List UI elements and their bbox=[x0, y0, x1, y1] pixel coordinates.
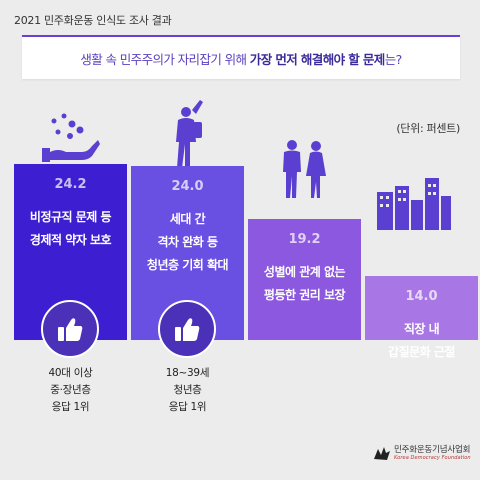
bar-workplace-abuse: 14.0 직장 내 갑질문화 근절 bbox=[365, 276, 478, 359]
bar-label-line: 평등한 권리 보장 bbox=[263, 288, 346, 302]
bar-label: 비정규직 문제 등 경제적 약자 보호 bbox=[14, 206, 127, 252]
annotation-line: 40대 이상 bbox=[48, 367, 93, 379]
foundation-logo: 민주화운동기념사업회 Korea Democracy Foundation bbox=[372, 441, 472, 467]
bar-gender-equality: 19.2 성별에 관계 없는 평등한 권리 보장 bbox=[248, 219, 361, 340]
couple-icon bbox=[283, 140, 326, 198]
bar-label-line: 경제적 약자 보호 bbox=[29, 233, 112, 247]
question-suffix: 는? bbox=[384, 52, 403, 67]
unit-label: (단위: 퍼센트) bbox=[396, 122, 460, 135]
bar-label-line: 청년층 기회 확대 bbox=[146, 258, 229, 273]
thumbs-up-icon bbox=[175, 318, 200, 341]
annotation-line: 응답 1위 bbox=[168, 401, 207, 413]
annotation-line: 18~39세 bbox=[165, 367, 210, 379]
person-raising-arm-icon bbox=[176, 100, 203, 168]
bar-label-line: 직장 내 bbox=[403, 322, 440, 337]
bar-label: 세대 간 격차 완화 등 청년층 기회 확대 bbox=[131, 208, 244, 277]
city-buildings-icon bbox=[377, 178, 451, 230]
annotation-youth: 18~39세 청년층 응답 1위 bbox=[131, 365, 244, 416]
question-emphasis: 가장 먼저 해결해야 할 문제 bbox=[249, 52, 386, 67]
bar-value: 24.2 bbox=[54, 177, 87, 192]
foundation-emblem-icon bbox=[374, 447, 390, 460]
foundation-name: 민주화운동기념사업회 bbox=[394, 445, 471, 455]
bar-label-line: 격차 완화 등 bbox=[157, 235, 218, 250]
thumbs-up-badge bbox=[41, 300, 99, 358]
bar-label-line: 세대 간 bbox=[169, 212, 206, 227]
question-banner: 생활 속 민주주의가 자리잡기 위해 가장 먼저 해결해야 할 문제는? bbox=[22, 35, 460, 79]
annotation-line: 응답 1위 bbox=[51, 401, 90, 413]
annotation-middle-aged: 40대 이상 중·장년층 응답 1위 bbox=[14, 365, 127, 416]
bar-label: 성별에 관계 없는 평등한 권리 보장 bbox=[248, 261, 361, 307]
bar-label-line: 성별에 관계 없는 bbox=[263, 265, 346, 279]
annotation-line: 청년층 bbox=[173, 384, 202, 396]
bar-label: 직장 내 갑질문화 근절 bbox=[365, 318, 478, 364]
annotation-line: 중·장년층 bbox=[50, 384, 91, 396]
bar-value: 14.0 bbox=[405, 289, 438, 305]
bar-label-line: 비정규직 문제 등 bbox=[29, 210, 112, 224]
hand-coins-icon bbox=[42, 113, 100, 162]
thumbs-up-badge bbox=[158, 300, 216, 358]
bar-label-line: 갑질문화 근절 bbox=[388, 345, 455, 360]
foundation-subtitle: Korea Democracy Foundation bbox=[394, 455, 471, 461]
thumbs-up-icon bbox=[58, 318, 83, 341]
survey-title: 2021 민주화운동 인식도 조사 결과 bbox=[14, 14, 172, 27]
question-prefix: 생활 속 민주주의가 자리잡기 위해 bbox=[80, 52, 250, 67]
bar-value: 19.2 bbox=[288, 232, 321, 247]
question-text: 생활 속 민주주의가 자리잡기 위해 가장 먼저 해결해야 할 문제는? bbox=[22, 49, 460, 68]
bar-value: 24.0 bbox=[171, 179, 204, 195]
